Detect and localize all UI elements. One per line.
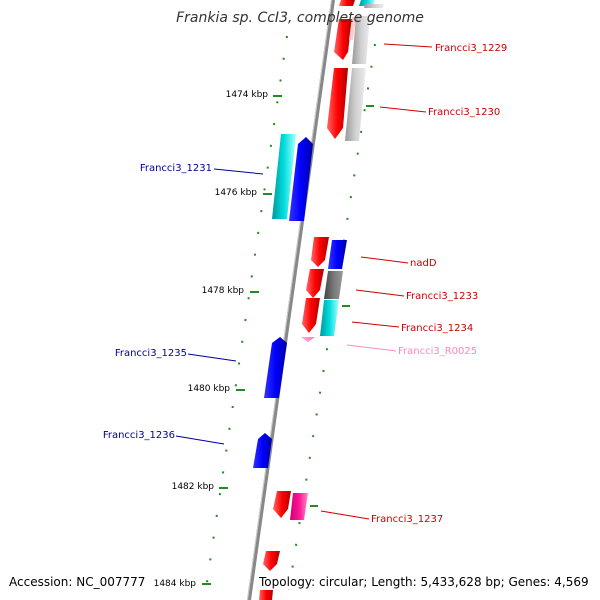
gene-feature-red[interactable]	[334, 19, 352, 60]
gene-feature-gray[interactable]	[352, 16, 370, 64]
kbp-tick-labels: 1474 kbp 1476 kbp 1478 kbp 1480 kbp 1482…	[154, 90, 269, 589]
gene-label[interactable]: Francci3_R0025	[398, 346, 477, 357]
gene-feature-dark-gray[interactable]	[324, 271, 343, 299]
kbp-label: 1480 kbp	[188, 384, 231, 394]
right-minor-ticks	[310, 105, 374, 507]
gene-label[interactable]: Francci3_1230	[428, 107, 500, 118]
left-dotted-track	[204, 35, 288, 597]
gene-label[interactable]: Francci3_1233	[406, 291, 478, 302]
gene-feature-gray[interactable]	[364, 4, 384, 8]
map-title: Frankia sp. CcI3, complete genome	[176, 10, 424, 26]
gene-feature-blue[interactable]	[264, 337, 287, 398]
gene-feature-blue[interactable]	[289, 137, 313, 221]
gene-feature-cyan[interactable]	[272, 134, 296, 219]
gene-feature-cyan[interactable]	[320, 300, 339, 336]
accession-text: Accession: NC_007777	[9, 575, 146, 589]
gene-features	[253, 0, 384, 600]
gene-label[interactable]: nadD	[410, 258, 437, 269]
gene-label[interactable]: Francci3_1231	[140, 163, 212, 174]
kbp-label: 1484 kbp	[154, 579, 197, 589]
gene-labels: Francci3_1229 Francci3_1230 Francci3_123…	[103, 43, 507, 525]
gene-label[interactable]: Francci3_1229	[435, 43, 507, 54]
gene-feature-blue[interactable]	[253, 433, 272, 468]
topology-text: Topology: circular; Length: 5,433,628 bp…	[259, 575, 589, 589]
gene-feature-red[interactable]	[302, 298, 320, 333]
genome-backbone-highlight	[247, 0, 332, 600]
kbp-label: 1474 kbp	[226, 90, 269, 100]
gene-feature-gray[interactable]	[345, 68, 366, 141]
kbp-label: 1478 kbp	[202, 286, 245, 296]
gene-feature-red[interactable]	[306, 269, 324, 298]
gene-feature-red[interactable]	[273, 491, 291, 518]
gene-feature-red[interactable]	[339, 0, 355, 6]
gene-label[interactable]: Francci3_1236	[103, 430, 175, 441]
gene-feature-blue[interactable]	[328, 240, 347, 269]
label-leader-lines	[175, 43, 433, 520]
gene-feature-pink[interactable]	[349, 17, 356, 40]
gene-feature-red[interactable]	[263, 551, 280, 571]
gene-feature-red[interactable]	[259, 590, 273, 600]
kbp-label: 1482 kbp	[172, 482, 215, 492]
kbp-label: 1476 kbp	[215, 188, 258, 198]
gene-label[interactable]: Francci3_1235	[115, 348, 187, 359]
gene-label[interactable]: Francci3_1237	[371, 514, 443, 525]
kbp-tick-marks	[202, 95, 282, 585]
gene-feature-rna[interactable]	[301, 337, 315, 342]
gene-feature-red[interactable]	[311, 237, 329, 267]
gene-feature-red[interactable]	[327, 68, 348, 139]
gene-feature-magenta[interactable]	[290, 493, 308, 520]
genome-backbone	[247, 0, 335, 600]
gene-label[interactable]: Francci3_1234	[401, 323, 473, 334]
